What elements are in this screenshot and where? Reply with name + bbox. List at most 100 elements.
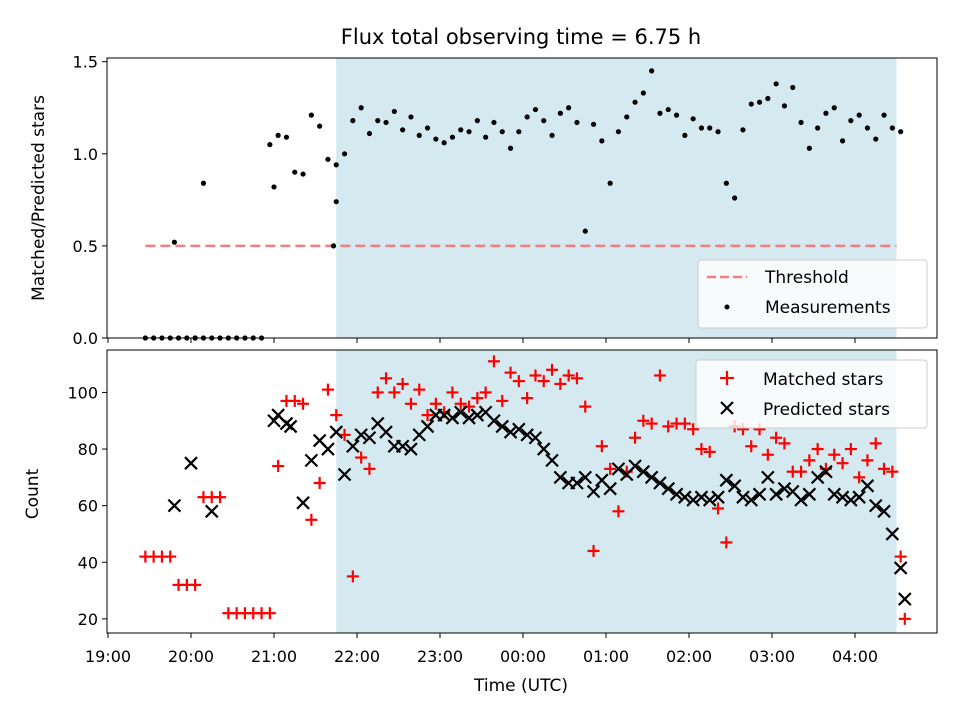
measurement-point <box>333 199 339 205</box>
predicted-star-marker <box>520 428 534 442</box>
matched-star-marker <box>898 612 911 625</box>
matched-star-marker <box>795 465 808 478</box>
top-x-ticks <box>107 338 856 343</box>
matched-star-marker <box>595 440 608 453</box>
matched-star-marker <box>504 366 517 379</box>
measurement-point <box>856 112 862 118</box>
measurement-point <box>358 105 364 111</box>
predicted-star-marker <box>661 481 676 496</box>
measurement-point <box>549 132 555 138</box>
matched-star-marker <box>413 383 426 396</box>
x-tick-label: 04:00 <box>832 647 878 666</box>
matched-star-marker <box>454 397 467 410</box>
predicted-star-marker <box>283 419 298 434</box>
matched-star-marker <box>446 386 459 399</box>
measurement-point <box>325 156 331 162</box>
predicted-star-marker <box>470 408 485 422</box>
measurement-point <box>798 119 804 126</box>
chart-title: Flux total observing time = 6.75 h <box>341 25 701 49</box>
measurement-point <box>773 81 779 87</box>
matched-star-marker <box>828 448 841 461</box>
measurement-point <box>690 116 696 122</box>
x-tick-label: 20:00 <box>168 647 214 666</box>
matched-star-marker <box>529 369 542 382</box>
measurement-point <box>823 110 829 116</box>
matched-star-marker <box>554 377 567 390</box>
legend-measurements-label: Measurements <box>765 298 891 318</box>
matched-star-marker <box>471 392 484 405</box>
predicted-star-marker <box>553 470 568 485</box>
measurement-point <box>532 106 539 113</box>
predicted-star-marker <box>711 490 725 504</box>
predicted-star-marker <box>545 453 559 468</box>
matched-star-marker <box>214 491 227 504</box>
matched-star-marker <box>330 409 343 422</box>
measurement-point <box>317 123 323 129</box>
bottom-y-axis-label: Count <box>23 468 43 519</box>
matched-star-marker <box>720 536 733 549</box>
predicted-star-marker <box>487 413 501 428</box>
matched-star-marker <box>703 445 716 458</box>
matched-star-marker <box>853 471 866 484</box>
matched-star-marker <box>537 375 550 388</box>
predicted-star-marker <box>877 504 891 519</box>
predicted-star-marker <box>669 487 684 502</box>
measurement-point <box>292 169 298 175</box>
predicted-star-marker <box>719 473 734 487</box>
y-tick-label: 1.0 <box>73 145 98 164</box>
measurement-point <box>507 145 514 151</box>
measurement-point <box>624 114 630 120</box>
measurement-point <box>267 141 273 148</box>
predicted-star-marker <box>462 411 476 425</box>
predicted-star-marker <box>512 422 526 437</box>
predicted-star-marker <box>819 464 833 479</box>
matched-star-marker <box>844 443 857 456</box>
predicted-star-marker <box>736 490 750 504</box>
matched-star-marker <box>371 386 384 399</box>
predicted-star-marker <box>167 498 182 513</box>
predicted-star-marker <box>653 476 667 490</box>
matched-star-marker <box>770 431 783 444</box>
predicted-star-marker <box>761 470 775 485</box>
matched-star-marker <box>637 414 650 427</box>
predicted-star-marker <box>777 481 792 496</box>
x-tick-label: 02:00 <box>666 647 712 666</box>
measurement-points <box>142 68 904 341</box>
measurement-point <box>839 138 846 144</box>
measurement-point <box>441 140 447 146</box>
matched-star-marker <box>645 417 658 430</box>
legend-predicted-swatch <box>720 401 734 415</box>
matched-star-marker <box>521 392 534 405</box>
matched-star-marker <box>380 372 393 385</box>
matched-star-marker <box>396 377 409 390</box>
measurement-point <box>330 243 337 249</box>
predicted-star-marker <box>420 419 435 434</box>
legend-predicted-label: Predicted stars <box>763 400 890 420</box>
y-tick-label: 100 <box>67 383 98 402</box>
measurement-point <box>171 239 177 245</box>
matched-star-marker <box>778 437 791 450</box>
predicted-star-marker <box>802 487 817 502</box>
measurement-point <box>300 171 306 177</box>
measurement-point <box>582 228 588 234</box>
measurement-point <box>574 119 580 126</box>
measurement-point <box>889 125 895 131</box>
predicted-star-marker <box>810 470 825 485</box>
measurement-point <box>433 136 439 142</box>
measurement-point <box>748 101 754 107</box>
predicted-star-marker <box>702 493 717 507</box>
predicted-star-marker <box>727 479 742 493</box>
measurement-point <box>424 125 431 131</box>
measurement-point <box>732 195 738 201</box>
measurement-point <box>271 184 277 190</box>
predicted-star-marker <box>354 428 368 442</box>
matched-star-marker <box>164 550 177 563</box>
matched-star-marker <box>263 607 276 620</box>
measurement-point <box>516 129 522 135</box>
matched-star-marker <box>313 477 326 490</box>
predicted-star-marker <box>752 487 767 502</box>
measurement-point <box>698 125 705 131</box>
predicted-star-marker <box>644 470 659 485</box>
matched-star-marker <box>272 460 285 473</box>
